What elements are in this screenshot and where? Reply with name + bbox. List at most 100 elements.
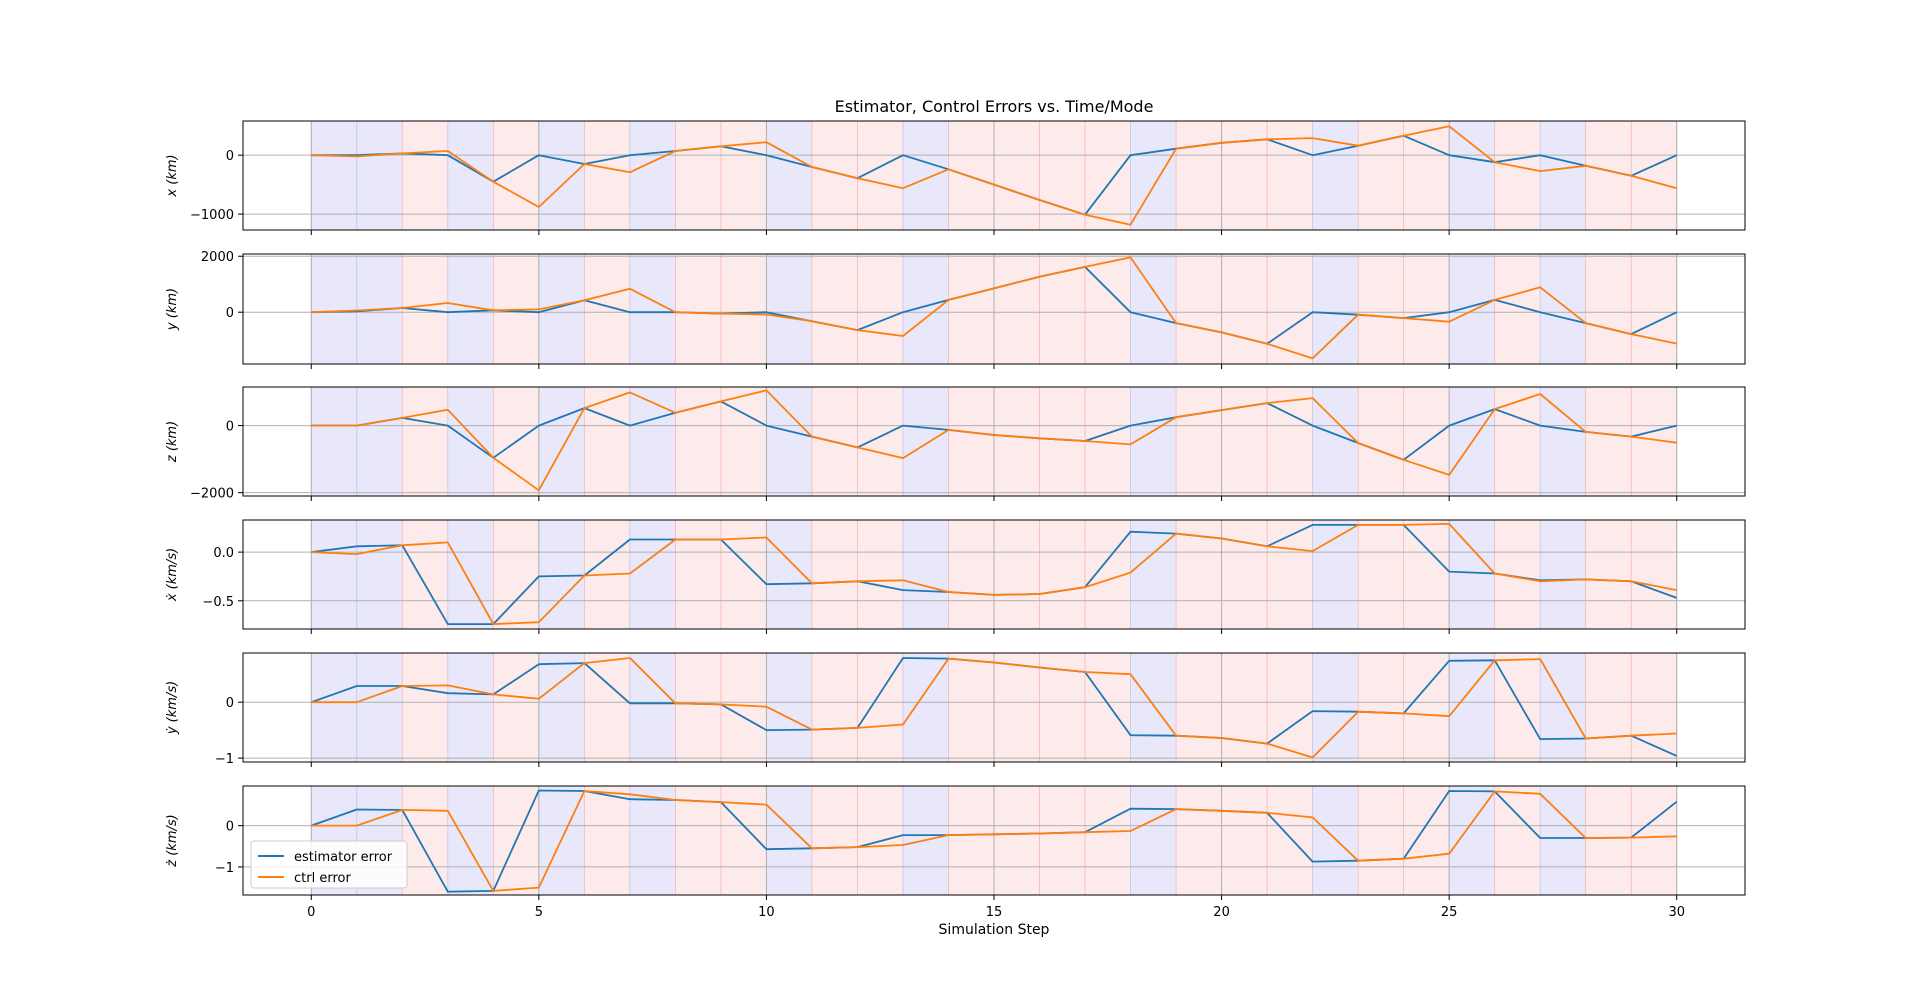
mode-band-b [1221,653,1268,762]
mode-band-a [766,254,812,364]
panel-4: 0.0 −0.5 ẋ (km/s) [165,519,1746,634]
mode-band-b [1403,520,1450,629]
mode-band-a [766,520,812,629]
panel-6: 0 −1 ż (km/s) 0 5 10 15 20 25 30 [165,785,1746,920]
mode-band-b [948,254,994,364]
mode-band-a [538,121,585,230]
panel-5: 0 −1 ẏ (km/s) [165,652,1746,767]
mode-band-b [1494,121,1541,230]
mode-band-b [1085,254,1131,364]
mode-band-b [675,786,721,895]
y-tick-label: 0 [226,306,234,321]
mode-band-b [675,121,721,230]
x-tick-label: 10 [758,905,775,920]
y-axis-label: x (km) [165,154,180,197]
mode-band-a [1449,786,1495,895]
mode-band-a [356,653,403,762]
mode-band-a [538,254,585,364]
mode-band-a [1130,653,1177,762]
ctrl-error-line [311,389,1677,492]
mode-band-b [948,653,994,762]
mode-band-a [447,121,494,230]
y-tick-label: 0 [226,820,234,835]
mode-band-b [1585,520,1632,629]
mode-band-b [1631,121,1677,230]
y-axis-label: ẋ (km/s) [165,548,180,602]
mode-band-a [1312,254,1359,364]
mode-band-a [766,653,812,762]
mode-band-a [1540,520,1586,629]
mode-band-b [948,121,994,230]
mode-band-b [1085,121,1131,230]
chart-title: Estimator, Control Errors vs. Time/Mode [835,97,1154,116]
mode-band-b [1358,653,1404,762]
mode-band-a [311,254,357,364]
y-tick-label: −1 [215,861,234,876]
y-axis-label: z (km) [165,421,180,463]
mode-band-b [720,520,767,629]
mode-band-b [811,520,858,629]
y-axis-label: ż (km/s) [165,814,180,867]
ctrl-error-line [311,790,1677,892]
mode-band-a [1312,520,1359,629]
mode-band-b [1631,786,1677,895]
mode-band-b [994,653,1040,762]
mode-band-b [1176,653,1222,762]
mode-band-b [1585,786,1632,895]
x-tick-label: 15 [986,905,1003,920]
mode-band-a [1449,520,1495,629]
y-tick-label: −2000 [190,487,234,502]
mode-band-b [584,653,630,762]
mode-band-b [1358,387,1404,496]
y-tick-label: −1000 [190,208,234,223]
legend-label: estimator error [294,850,393,865]
ctrl-error-line [311,125,1677,226]
mode-band-b [402,121,448,230]
x-tick-label: 5 [535,905,543,920]
mode-band-b [1267,653,1313,762]
mode-band-b [584,387,630,496]
mode-band-a [766,121,812,230]
mode-band-b [720,653,767,762]
y-tick-label: −1 [215,752,234,767]
mode-band-b [493,121,539,230]
x-tick-label: 20 [1213,905,1230,920]
mode-band-b [1403,653,1450,762]
mode-band-b [1403,387,1450,496]
mode-band-b [675,387,721,496]
mode-band-b [1631,254,1677,364]
mode-band-b [857,254,903,364]
mode-band-b [994,254,1040,364]
mode-band-a [766,387,812,496]
mode-band-b [1358,786,1404,895]
mode-band-a [1449,254,1495,364]
mode-band-b [994,121,1040,230]
mode-band-b [857,121,903,230]
mode-band-b [1494,387,1541,496]
x-tick-label: 0 [307,905,315,920]
y-tick-label: 2000 [201,250,234,265]
mode-band-b [948,520,994,629]
mode-band-a [1312,653,1359,762]
panel-3: 0 −2000 z (km) [165,386,1746,502]
mode-band-a [629,387,676,496]
mode-band-b [1221,520,1268,629]
mode-band-b [1585,254,1632,364]
mode-band-b [857,387,903,496]
mode-band-a [1540,786,1586,895]
mode-band-a [538,520,585,629]
mode-band-b [857,520,903,629]
mode-band-b [1267,520,1313,629]
mode-band-b [1494,653,1541,762]
mode-band-b [675,254,721,364]
mode-band-a [629,653,676,762]
mode-band-a [356,121,403,230]
y-axis-label: y (km) [165,288,180,331]
mode-band-b [1039,254,1086,364]
mode-band-b [948,387,994,496]
ctrl-error-line [311,657,1677,759]
mode-band-b [402,387,448,496]
mode-band-a [311,121,357,230]
mode-band-b [675,520,721,629]
